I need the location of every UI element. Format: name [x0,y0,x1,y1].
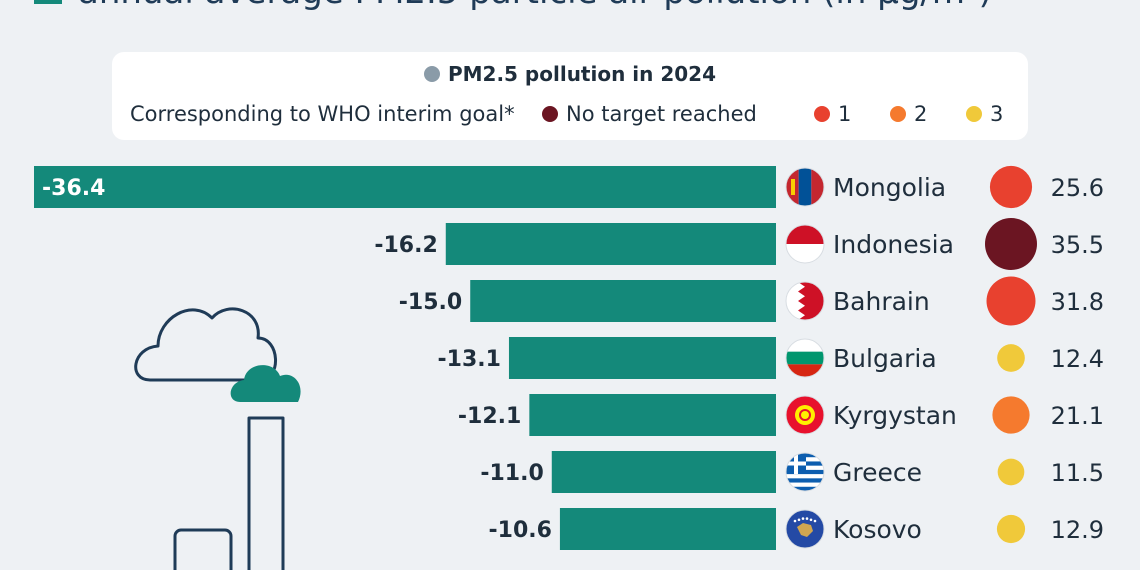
legend-label: 2 [914,102,928,126]
legend-label: 1 [838,102,852,126]
pm25-value-label: 31.8 [1051,288,1104,316]
chart-title: annual average PM2.5 particle air pollut… [78,0,992,12]
country-label: Kyrgystan [833,401,957,430]
legend-heading-dot [423,66,440,82]
legend-prefix: Corresponding to WHO interim goal* [130,102,515,126]
pm25-value-label: 21.1 [1051,402,1104,430]
bar-value-label: -15.0 [399,290,462,315]
country-label: Mongolia [833,173,946,202]
title-swatch [34,0,62,4]
pm25-value-label: 25.6 [1051,174,1104,202]
legend-item-goal-3: 3 [966,102,1003,126]
pm25-bubble [997,344,1025,372]
bar [470,280,776,322]
pm25-bubble [989,165,1033,209]
bar [34,166,776,208]
bulgaria-flag-icon [786,339,824,377]
bahrain-flag-icon [786,282,824,320]
bar-value-label: -12.1 [458,404,521,429]
pm25-value-label: 12.9 [1051,516,1104,544]
bar [529,394,776,436]
bar-value-label: -36.4 [42,176,105,201]
bar-value-label: -10.6 [489,518,552,543]
legend-dot [542,106,558,122]
legend-goal-row: Corresponding to WHO interim goal* No ta… [130,102,1020,130]
legend-dot [890,106,906,122]
country-label: Greece [833,458,922,487]
legend-item-no-target: No target reached [542,102,757,126]
pm25-bubble [986,276,1036,326]
mongolia-flag-icon [786,168,824,206]
country-label: Kosovo [833,515,922,544]
chart-title-row: annual average PM2.5 particle air pollut… [34,0,1134,26]
legend-heading: PM2.5 pollution in 2024 [447,62,717,86]
pm25-value-label: 11.5 [1051,459,1104,487]
legend-item-goal-1: 1 [814,102,851,126]
bar [559,508,776,550]
legend-item-goal-2: 2 [890,102,927,126]
legend-label: 3 [990,102,1004,126]
pm25-value-label: 12.4 [1051,345,1104,373]
legend-heading-row: PM2.5 pollution in 2024 [112,62,1028,86]
country-label: Bulgaria [833,344,937,373]
bar [551,451,776,493]
bar-value-label: -11.0 [480,461,543,486]
bar-value-label: -13.1 [438,347,501,372]
bar-value-label: -16.2 [374,233,437,258]
pm25-bubble [996,514,1026,544]
kyrgyzstan-flag-icon [786,396,824,434]
pm25-bubble [992,396,1030,434]
indonesia-flag-icon [786,225,824,263]
legend-label: No target reached [566,102,757,126]
legend: PM2.5 pollution in 2024 Corresponding to… [112,52,1028,140]
pm25-value-label: 35.5 [1051,231,1104,259]
pm25-bubble [997,458,1025,486]
country-label: Indonesia [833,230,954,259]
bar [508,337,776,379]
legend-dot [966,106,982,122]
pm25-bubble [985,218,1037,270]
bar [445,223,776,265]
kosovo-flag-icon [786,510,824,548]
legend-dot [814,106,830,122]
country-label: Bahrain [833,287,930,316]
